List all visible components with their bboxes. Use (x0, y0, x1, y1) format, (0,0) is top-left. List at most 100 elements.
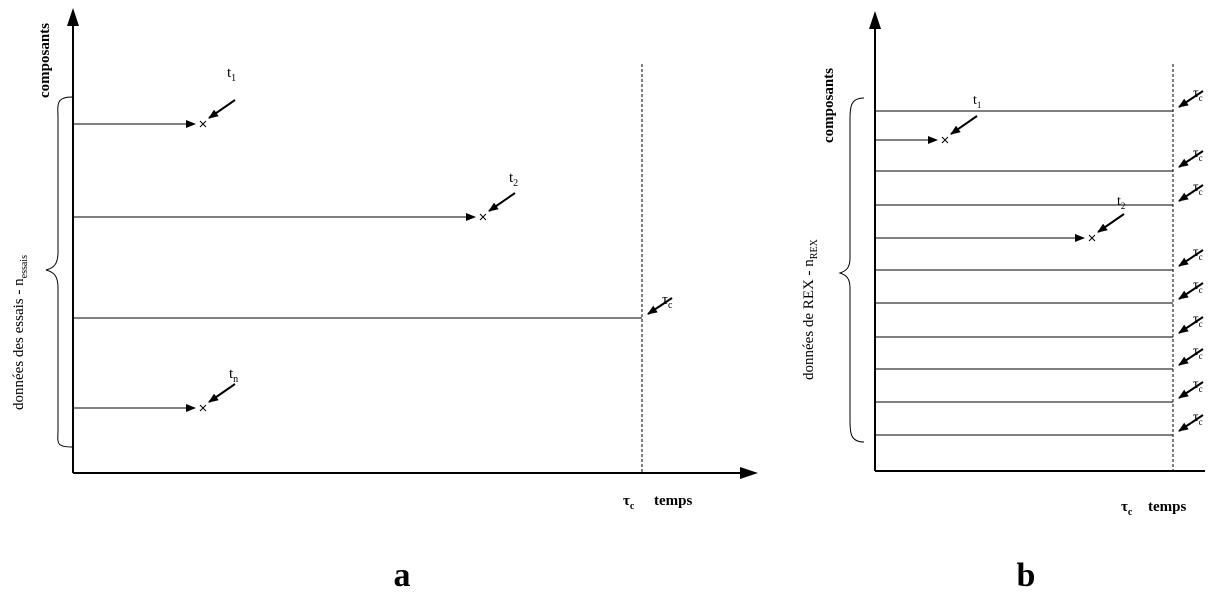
censored-observation: τc (875, 312, 1204, 338)
tau-c-axis-label: τc (1121, 499, 1133, 518)
event-subscript: n (233, 374, 238, 385)
failure-cross (941, 136, 949, 144)
group-label: données de REX - nREX (801, 238, 820, 380)
pointer-arrow (1178, 184, 1204, 202)
panel-a: composants données des essais - nessais … (11, 8, 758, 594)
event-label: τc (1193, 344, 1203, 361)
event-symbol: τ (1193, 312, 1199, 327)
group-brace (838, 97, 865, 443)
panel-b: composants données de REX - nREX τct1τcτ… (801, 11, 1205, 594)
tau-symbol: τ (1121, 499, 1128, 515)
censored-observation: τc (875, 344, 1204, 370)
event-subscript: c (1199, 93, 1203, 103)
event-label: t2 (1117, 194, 1125, 211)
failure-cross (199, 404, 207, 412)
event-symbol: t (229, 366, 234, 382)
event-subscript: 2 (513, 178, 518, 189)
event-label: t2 (509, 170, 518, 189)
failure-observation: t2 (73, 170, 518, 221)
group-label-main: données des essais - n (11, 278, 27, 410)
pointer-arrow (488, 192, 516, 212)
panel-caption: a (394, 557, 411, 594)
event-subscript: c (1199, 187, 1203, 197)
pointer-arrow (1097, 213, 1125, 233)
event-subscript: c (1199, 384, 1203, 394)
event-label: τc (1193, 410, 1203, 427)
y-axis-label: composants (37, 23, 53, 98)
event-symbol: t (1117, 194, 1121, 209)
failure-cross (199, 120, 207, 128)
tau-subscript: c (1128, 507, 1133, 518)
group-label: données des essais - nessais (11, 255, 30, 410)
event-symbol: t (973, 93, 977, 108)
y-axis-label: composants (821, 68, 837, 143)
tau-symbol: τ (623, 493, 630, 509)
pointer-arrow (1178, 348, 1204, 366)
event-subscript: c (668, 300, 673, 311)
event-label: t1 (227, 65, 236, 84)
event-label: τc (1193, 146, 1203, 163)
event-symbol: τ (1193, 344, 1199, 359)
pointer-arrow (1178, 414, 1204, 432)
time-axis-label: temps (1148, 499, 1186, 515)
event-label: τc (1193, 377, 1203, 394)
group-label-main: données de REX - n (801, 259, 817, 380)
failure-cross (479, 213, 487, 221)
event-subscript: c (1199, 252, 1203, 262)
failure-observation: tn (73, 366, 238, 412)
event-label: t1 (973, 93, 981, 110)
censored-observation: τc (73, 292, 673, 319)
pointer-arrow (1178, 150, 1204, 168)
y-axis-arrow (67, 8, 79, 26)
event-label: τc (1193, 245, 1203, 262)
event-subscript: c (1199, 417, 1203, 427)
pointer-arrow (1178, 381, 1204, 399)
event-symbol: τ (662, 292, 668, 308)
event-symbol: τ (1193, 278, 1199, 293)
event-subscript: 1 (977, 100, 982, 110)
group-brace (45, 96, 73, 448)
event-symbol: τ (1193, 180, 1199, 195)
pointer-arrow (208, 383, 236, 403)
event-subscript: 2 (1121, 201, 1126, 211)
failure-cross (1088, 234, 1096, 242)
pointer-arrow (647, 297, 673, 315)
event-label: τc (662, 292, 673, 311)
event-label: τc (1193, 180, 1203, 197)
event-subscript: c (1199, 285, 1203, 295)
panel-caption: b (1017, 557, 1036, 594)
censored-observation: τc (875, 180, 1204, 206)
tau-subscript: c (630, 501, 635, 512)
event-symbol: τ (1193, 377, 1199, 392)
event-subscript: c (1199, 351, 1203, 361)
failure-observation: t1 (73, 65, 236, 128)
pointer-arrow (1178, 90, 1204, 108)
pointer-arrow (1178, 282, 1204, 300)
event-symbol: τ (1193, 245, 1199, 260)
time-axis-label: temps (654, 493, 692, 509)
censored-observation: τc (875, 146, 1204, 172)
event-symbol: τ (1193, 410, 1199, 425)
pointer-arrow (950, 115, 978, 135)
pointer-arrow (1178, 249, 1204, 267)
x-axis-arrow (740, 467, 758, 479)
event-subscript: 1 (231, 73, 236, 84)
group-label-sub: REX (809, 238, 820, 259)
event-label: τc (1193, 312, 1203, 329)
event-label: τc (1193, 278, 1203, 295)
censored-observation: τc (875, 410, 1204, 436)
event-label: tn (229, 366, 238, 385)
failure-observation: t1 (875, 93, 981, 144)
group-label-sub: essais (19, 255, 30, 278)
censored-observation: τc (875, 377, 1204, 403)
event-label: τc (1193, 86, 1203, 103)
pointer-arrow (208, 99, 236, 119)
tau-c-axis-label: τc (623, 493, 635, 512)
event-symbol: τ (1193, 86, 1199, 101)
event-subscript: c (1199, 319, 1203, 329)
event-symbol: t (509, 170, 514, 186)
pointer-arrow (1178, 316, 1204, 334)
